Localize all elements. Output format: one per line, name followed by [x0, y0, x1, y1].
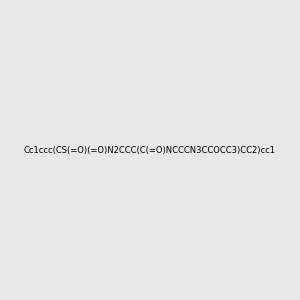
Text: Cc1ccc(CS(=O)(=O)N2CCC(C(=O)NCCCN3CCOCC3)CC2)cc1: Cc1ccc(CS(=O)(=O)N2CCC(C(=O)NCCCN3CCOCC3…: [24, 146, 276, 154]
